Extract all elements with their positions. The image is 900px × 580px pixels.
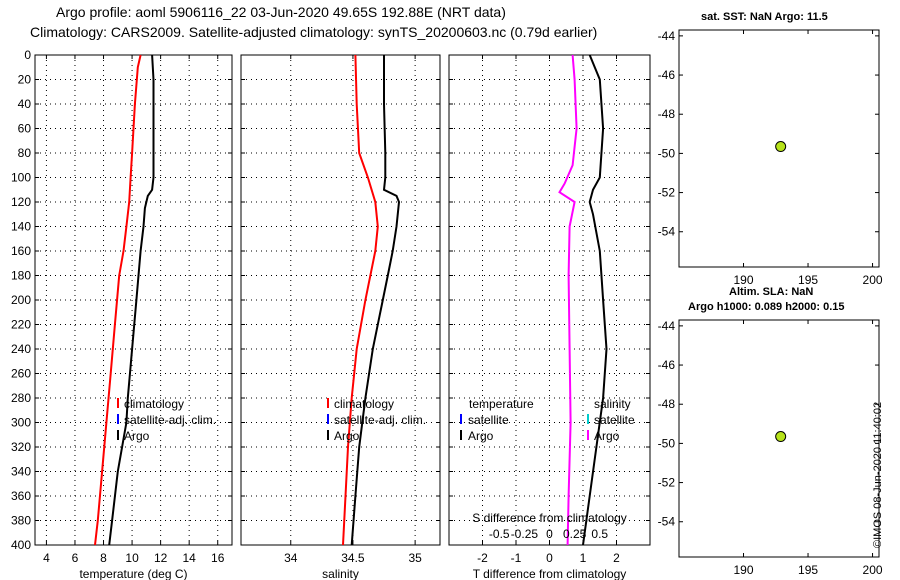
y-tick-label: 40 [18,97,32,111]
s-axis-label: S difference from climatology [472,511,627,525]
x-tick-label: 195 [798,273,818,287]
y-tick-label: 300 [11,416,31,430]
x-axis-label: temperature (deg C) [79,567,187,580]
profile-panel-1 [240,54,441,546]
y-tick-label: -44 [658,29,676,43]
x-axis-label: salinity [322,567,359,580]
legend-label: satellite [594,413,635,427]
x-tick-label: -2 [477,551,488,565]
y-tick-label: 260 [11,367,31,381]
legend-heading: salinity [594,397,631,411]
y-tick-label: 180 [11,269,31,283]
legend-label: satellite-adj. clim. [124,413,216,427]
y-tick-label: 160 [11,244,31,258]
y-tick-label: -48 [658,397,676,411]
s-tick-label: 0 [546,527,553,541]
legend-label: climatology [334,397,394,411]
y-tick-label: 400 [11,538,31,552]
s-tick-label: -0.25 [511,527,539,541]
legend-heading: temperature [469,397,534,411]
y-tick-label: -52 [658,476,676,490]
x-tick-label: 12 [154,551,168,565]
x-tick-label: 34.5 [341,551,365,565]
y-tick-label: 360 [11,489,31,503]
credit-text: ©IMOS 08-Jun-2020 11:40:02 [872,401,884,548]
sla-map-subtitle: Argo h1000: 0.089 h2000: 0.15 [688,301,845,313]
x-tick-label: 0 [546,551,553,565]
y-tick-label: -44 [658,319,676,333]
y-tick-label: 240 [11,342,31,356]
y-tick-label: -50 [658,146,676,160]
series-line-t-difference-argo- [582,54,608,546]
x-tick-label: 195 [798,563,818,577]
legend-label: climatology [124,397,184,411]
x-tick-label: 6 [72,551,79,565]
legend-label: satellite-adj. clim. [334,413,426,427]
x-tick-label: 10 [125,551,139,565]
sst-map-title: sat. SST: NaN Argo: 11.5 [701,11,828,23]
legend-label: satellite [468,413,509,427]
x-tick-label: 8 [100,551,107,565]
y-tick-label: 20 [18,73,32,87]
figure-title-line1: Argo profile: aoml 5906116_22 03-Jun-202… [56,4,506,20]
x-tick-label: 190 [734,273,754,287]
x-tick-label: 16 [211,551,225,565]
y-tick-label: 100 [11,171,31,185]
y-tick-label: -50 [658,436,676,450]
y-tick-label: 340 [11,465,31,479]
legend-label: Argo [124,429,150,443]
x-tick-label: 14 [182,551,196,565]
legend-label: Argo [468,429,494,443]
x-tick-label: 35 [408,551,422,565]
y-tick-label: -54 [658,225,676,239]
y-tick-label: -54 [658,515,676,529]
y-tick-label: 120 [11,195,31,209]
series-line-climatology [94,54,142,546]
x-tick-label: -1 [511,551,522,565]
s-tick-label: 0.5 [591,527,608,541]
x-tick-label: 2 [613,551,620,565]
y-tick-label: 200 [11,293,31,307]
series-line-argo [350,55,401,546]
x-tick-label: 34 [284,551,298,565]
y-tick-label: 280 [11,391,31,405]
x-tick-label: 4 [43,551,50,565]
series-line-argo [108,54,155,546]
y-tick-label: -46 [658,68,676,82]
y-tick-label: 60 [18,122,32,136]
legend-label: Argo [594,429,620,443]
x-tick-label: 1 [580,551,587,565]
y-tick-label: 140 [11,220,31,234]
y-tick-label: 380 [11,514,31,528]
y-tick-label: -46 [658,358,676,372]
sla-argo-position-marker [775,431,787,443]
x-tick-label: 200 [863,563,883,577]
series-line-s-difference-argo- [558,54,578,546]
y-tick-label: 320 [11,440,31,454]
figure-title-line2: Climatology: CARS2009. Satellite-adjuste… [30,24,598,40]
series-line-climatology [342,54,379,546]
sst-argo-position-marker [775,141,787,153]
s-tick-label: 0.25 [563,527,587,541]
y-tick-label: 220 [11,318,31,332]
sla-map-title: Altim. SLA: NaN [729,286,814,298]
s-tick-label: -0.5 [489,527,510,541]
y-tick-label: -52 [658,186,676,200]
x-axis-label: T difference from climatology [473,567,627,580]
legend-label: Argo [334,429,360,443]
x-tick-label: 190 [734,563,754,577]
x-tick-label: 200 [863,273,883,287]
y-tick-label: 0 [24,48,31,62]
y-tick-label: 80 [18,146,32,160]
y-tick-label: -48 [658,107,676,121]
